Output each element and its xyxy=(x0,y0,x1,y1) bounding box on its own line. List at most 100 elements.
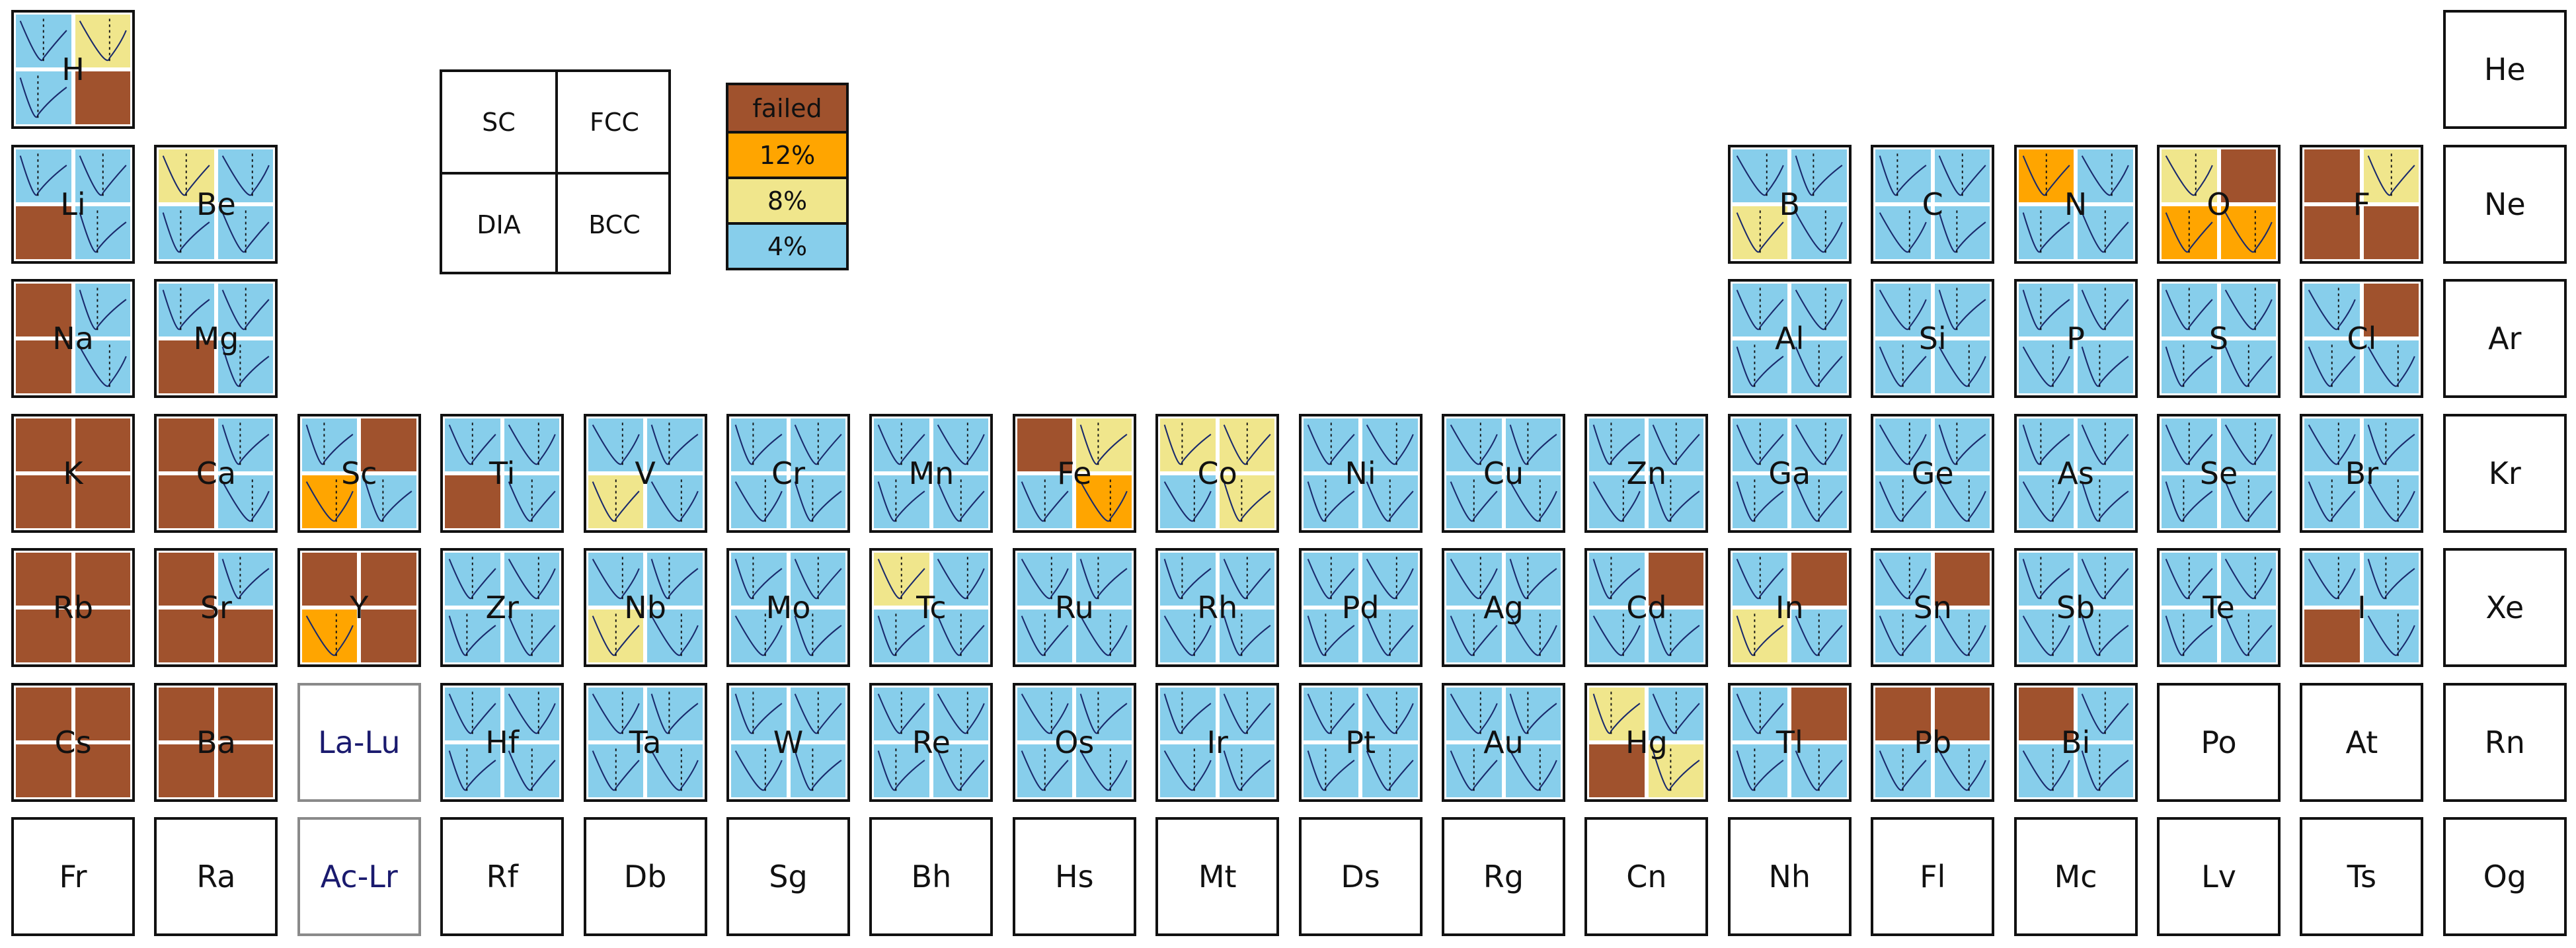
curve-plot xyxy=(650,479,699,524)
quadrant-fcc xyxy=(73,551,132,608)
quadrant-fcc xyxy=(788,685,847,742)
curve-plot xyxy=(878,422,925,467)
energy-curve xyxy=(1652,615,1700,656)
quadrant-dia xyxy=(1587,608,1647,664)
curve-plot xyxy=(1879,613,1927,658)
energy-curve xyxy=(1223,750,1271,791)
energy-curve xyxy=(937,615,985,656)
element-symbol: Hs xyxy=(1055,859,1094,894)
energy-curve xyxy=(79,290,126,331)
element-symbol: Mc xyxy=(2054,859,2097,894)
energy-curve xyxy=(221,424,270,465)
quadrant-sc xyxy=(1301,416,1361,473)
quadrant-sc xyxy=(2016,282,2076,338)
curve-plot xyxy=(2224,557,2273,602)
element-symbol: Og xyxy=(2483,859,2526,894)
curve-plot xyxy=(508,691,556,736)
energy-curve xyxy=(1652,750,1700,791)
energy-curve xyxy=(1307,424,1355,465)
energy-curve xyxy=(448,693,496,734)
curve-plot xyxy=(1938,422,1986,467)
energy-curve xyxy=(1938,290,1986,331)
energy-curve xyxy=(878,559,925,600)
curve-plot xyxy=(1593,613,1641,658)
element-symbol: Mt xyxy=(1198,859,1237,894)
energy-curve xyxy=(878,693,925,734)
curve-plot xyxy=(1223,613,1271,658)
quadrant-fcc xyxy=(2076,416,2135,473)
quadrant-bcc xyxy=(1789,473,1849,530)
curve-plot xyxy=(650,691,699,736)
quadrant-dia xyxy=(586,742,646,799)
quadrant-sc xyxy=(14,685,73,742)
quadrant-dia xyxy=(1301,742,1361,799)
element-tile-na: Na xyxy=(11,279,135,398)
curve-plot xyxy=(2022,748,2070,793)
quadrant-dia xyxy=(729,473,789,530)
energy-curve xyxy=(448,750,496,791)
quadrant-sc xyxy=(2016,416,2076,473)
curve-plot xyxy=(19,19,67,63)
element-tile-og: Og xyxy=(2442,817,2567,936)
curve-plot xyxy=(592,691,640,736)
curve-plot xyxy=(448,613,496,658)
curve-plot xyxy=(878,479,925,524)
quadrant-dia xyxy=(157,473,216,530)
energy-curve xyxy=(1736,424,1784,465)
element-tile-hf: Hf xyxy=(440,682,565,802)
curve-plot xyxy=(2367,479,2415,524)
curve-plot xyxy=(878,613,925,658)
quadrant-sc xyxy=(443,685,502,742)
quadrant-dia xyxy=(729,742,789,799)
energy-curve xyxy=(2081,155,2129,196)
quadrant-sc xyxy=(1873,282,1933,338)
energy-curve xyxy=(1652,481,1700,522)
curve-plot xyxy=(2081,288,2129,333)
element-symbol: Ds xyxy=(1341,859,1380,894)
curve-plot xyxy=(794,691,842,736)
energy-curve xyxy=(1652,693,1700,734)
energy-curve xyxy=(2165,615,2213,656)
curve-plot xyxy=(448,748,496,793)
energy-curve xyxy=(734,424,783,465)
element-tile-ta: Ta xyxy=(583,682,707,802)
quadrant-sc xyxy=(1730,685,1790,742)
quadrant-fcc xyxy=(2361,147,2421,204)
element-symbol: He xyxy=(2483,52,2526,87)
energy-curve xyxy=(1795,212,1844,253)
curve-plot xyxy=(794,479,841,524)
curve-plot xyxy=(592,479,640,524)
energy-curve xyxy=(508,750,556,791)
curve-plot xyxy=(2022,479,2070,524)
curve-plot xyxy=(1736,422,1784,467)
quadrant-sc xyxy=(872,416,931,473)
curve-plot xyxy=(1938,748,1986,793)
energy-curve xyxy=(794,615,841,656)
element-tile-si: Si xyxy=(1871,279,1995,398)
energy-curve xyxy=(1223,481,1271,522)
energy-curve xyxy=(734,615,783,656)
element-tile-mc: Mc xyxy=(2013,817,2138,936)
energy-curve xyxy=(2165,346,2213,387)
curve-plot xyxy=(2165,210,2213,255)
quadrant-fcc xyxy=(2218,551,2278,608)
curve-plot xyxy=(1021,748,1069,793)
curve-plot xyxy=(937,613,985,658)
quadrant-bcc xyxy=(73,69,132,126)
curve-plot xyxy=(650,557,699,602)
energy-curve xyxy=(2165,290,2213,331)
element-tile-tl: Tl xyxy=(1727,682,1852,802)
energy-curve xyxy=(1163,693,1212,734)
energy-curve xyxy=(1879,615,1927,656)
quadrant-fcc xyxy=(1932,551,1992,608)
curve-plot xyxy=(1795,479,1843,524)
curve-plot xyxy=(794,748,841,793)
curve-plot xyxy=(937,422,985,467)
curve-plot xyxy=(2224,613,2273,658)
quadrant-dia xyxy=(14,608,73,664)
energy-curve xyxy=(592,693,640,734)
quadrant-bcc xyxy=(1789,204,1849,261)
energy-curve xyxy=(1879,155,1927,196)
energy-curve xyxy=(1307,481,1355,522)
element-tile-mn: Mn xyxy=(869,413,994,533)
